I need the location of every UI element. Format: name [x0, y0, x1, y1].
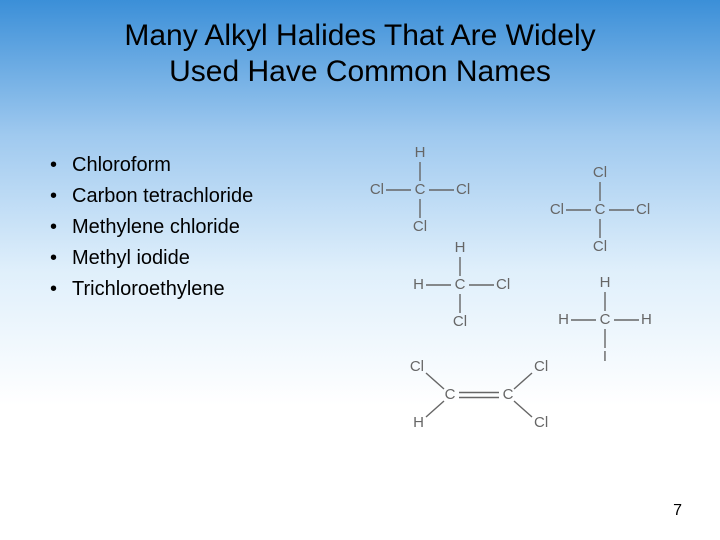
svg-text:Cl: Cl	[534, 358, 548, 375]
list-item: •Chloroform	[50, 150, 253, 181]
svg-text:C: C	[503, 386, 514, 403]
svg-text:H: H	[558, 311, 569, 328]
list-item: •Carbon tetrachloride	[50, 181, 253, 212]
svg-text:Cl: Cl	[534, 414, 548, 431]
title-line-2: Used Have Common Names	[169, 55, 551, 88]
svg-text:H: H	[415, 144, 426, 161]
list-item: •Trichloroethylene	[50, 274, 253, 305]
svg-text:Cl: Cl	[410, 358, 424, 375]
svg-text:C: C	[415, 181, 426, 198]
svg-text:Cl: Cl	[593, 238, 607, 255]
svg-text:C: C	[445, 386, 456, 403]
svg-text:C: C	[600, 311, 611, 328]
svg-text:Cl: Cl	[550, 201, 564, 218]
svg-text:Cl: Cl	[593, 164, 607, 181]
list-item: •Methylene chloride	[50, 212, 253, 243]
svg-text:H: H	[413, 414, 424, 431]
svg-text:Cl: Cl	[636, 201, 650, 218]
bullet-text: Chloroform	[72, 154, 171, 176]
svg-text:Cl: Cl	[456, 181, 470, 198]
svg-text:Cl: Cl	[370, 181, 384, 198]
svg-text:Cl: Cl	[413, 218, 427, 235]
bullet-text: Trichloroethylene	[72, 278, 225, 300]
bullet-list: •Chloroform •Carbon tetrachloride •Methy…	[50, 150, 253, 305]
bullet-text: Methylene chloride	[72, 216, 240, 238]
slide: Many Alkyl Halides That Are Widely Used …	[0, 0, 720, 540]
slide-title: Many Alkyl Halides That Are Widely Used …	[0, 0, 720, 90]
svg-text:H: H	[641, 311, 652, 328]
title-line-1: Many Alkyl Halides That Are Widely	[124, 19, 595, 52]
svg-text:Cl: Cl	[496, 276, 510, 293]
page-number: 7	[673, 502, 682, 520]
molecules-svg: C H Cl Cl Cl C Cl Cl Cl Cl C H Cl Cl H C H H I H C C Cl H Cl Cl	[340, 135, 700, 455]
svg-text:H: H	[413, 276, 424, 293]
svg-text:C: C	[595, 201, 606, 218]
svg-text:H: H	[455, 239, 466, 256]
list-item: •Methyl iodide	[50, 243, 253, 274]
bullet-text: Carbon tetrachloride	[72, 185, 253, 207]
svg-text:H: H	[600, 274, 611, 291]
bullet-text: Methyl iodide	[72, 247, 190, 269]
svg-text:I: I	[603, 348, 607, 365]
molecule-diagrams: C H Cl Cl Cl C Cl Cl Cl Cl C H Cl Cl H C H H I H C C Cl H Cl Cl	[340, 135, 700, 455]
svg-text:C: C	[455, 276, 466, 293]
svg-text:Cl: Cl	[453, 313, 467, 330]
